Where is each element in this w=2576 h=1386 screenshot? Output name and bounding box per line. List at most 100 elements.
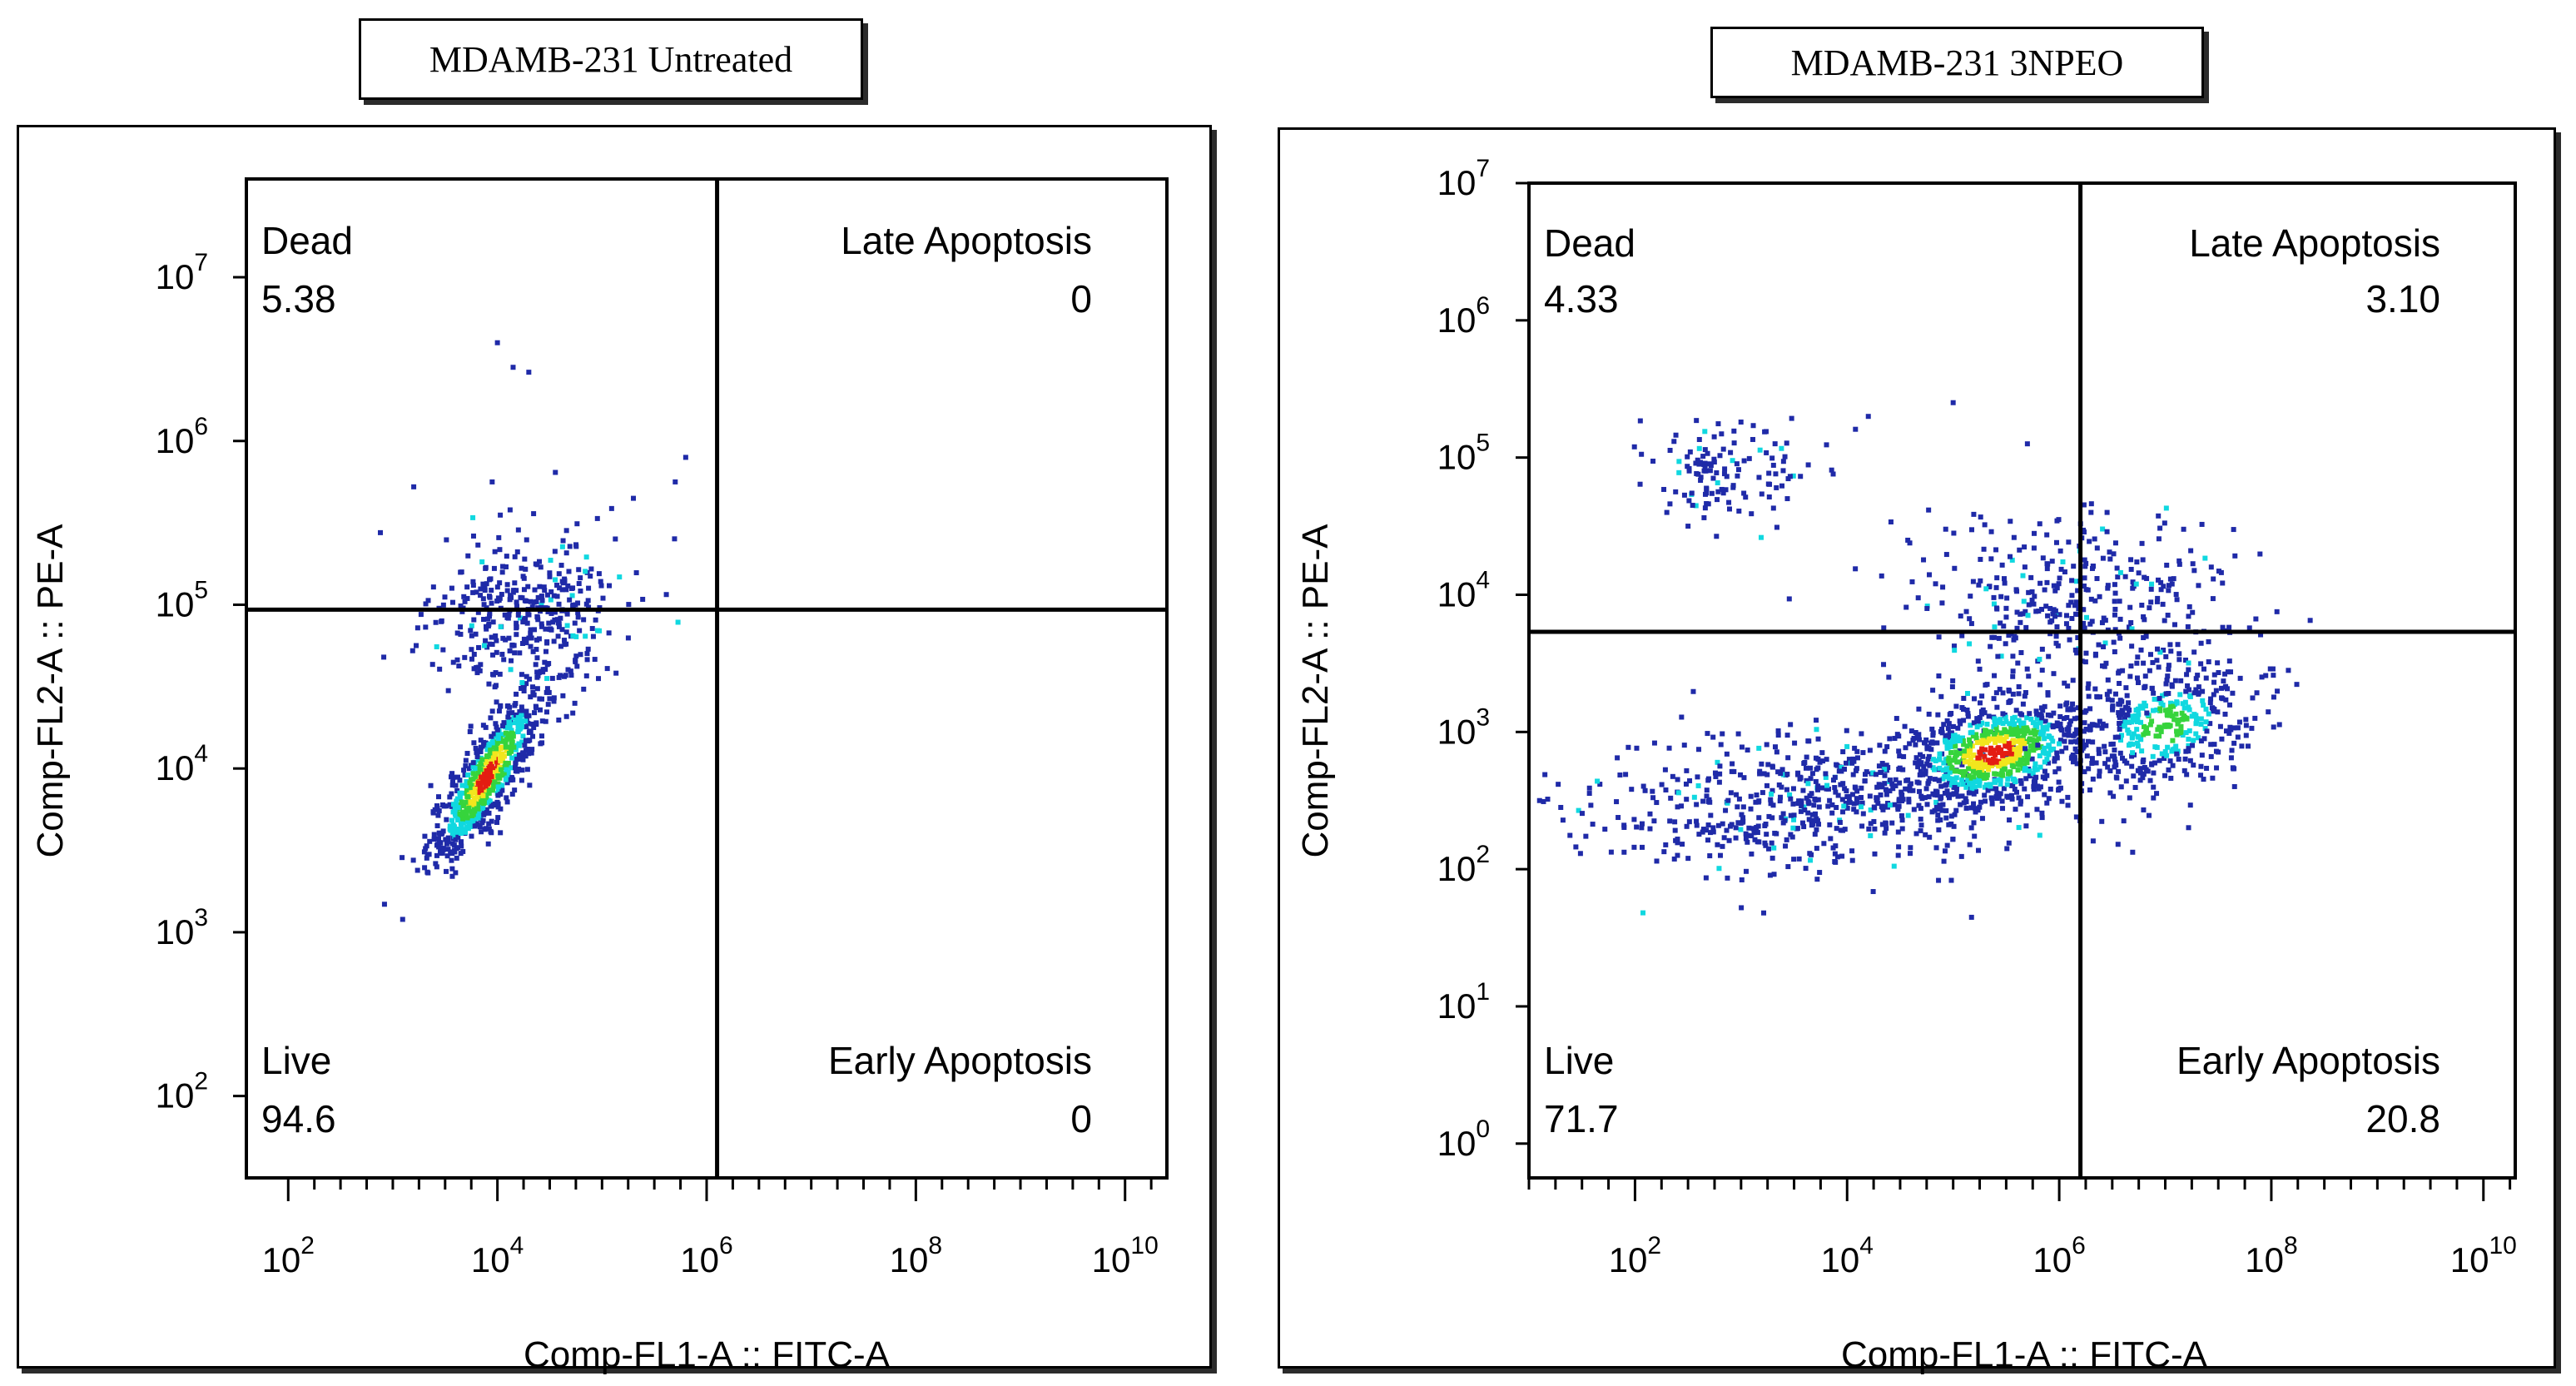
scatter-point bbox=[514, 549, 520, 554]
scatter-point bbox=[497, 775, 503, 781]
scatter-point bbox=[2102, 663, 2107, 669]
scatter-point bbox=[510, 720, 516, 726]
scatter-point bbox=[1948, 877, 1954, 883]
scatter-point bbox=[1775, 728, 1781, 733]
scatter-point bbox=[2107, 790, 2113, 796]
scatter-point bbox=[2082, 575, 2087, 581]
scatter-point bbox=[1992, 731, 1998, 737]
scatter-point bbox=[525, 720, 531, 726]
scatter-point bbox=[2057, 713, 2063, 719]
scatter-point bbox=[458, 839, 464, 845]
scatter-point bbox=[2080, 745, 2086, 751]
scatter-point bbox=[464, 778, 469, 784]
scatter-point bbox=[2066, 539, 2072, 545]
scatter-point bbox=[465, 818, 471, 824]
y-tick-label: 106 bbox=[156, 413, 208, 460]
scatter-point bbox=[2228, 727, 2234, 733]
scatter-point bbox=[1787, 792, 1793, 797]
scatter-point bbox=[487, 761, 493, 767]
scatter-point bbox=[2147, 722, 2153, 728]
scatter-point bbox=[1918, 817, 1923, 822]
scatter-point bbox=[2005, 743, 2011, 749]
scatter-point bbox=[2062, 732, 2067, 738]
scatter-point bbox=[1815, 797, 1821, 802]
scatter-point bbox=[2176, 718, 2181, 724]
scatter-point bbox=[1875, 801, 1881, 807]
scatter-point bbox=[556, 571, 562, 577]
scatter-point bbox=[2008, 554, 2013, 559]
scatter-point bbox=[1767, 872, 1773, 878]
scatter-point bbox=[2069, 615, 2075, 621]
scatter-point bbox=[1979, 816, 1985, 822]
scatter-point bbox=[1998, 653, 2004, 659]
scatter-point bbox=[459, 790, 465, 796]
left-panel-title: MDAMB-231 Untreated bbox=[359, 18, 863, 100]
scatter-point bbox=[555, 633, 561, 639]
scatter-point bbox=[1749, 511, 1755, 517]
scatter-point bbox=[560, 580, 566, 586]
scatter-point bbox=[2026, 602, 2032, 608]
scatter-point bbox=[1724, 827, 1730, 833]
scatter-point bbox=[494, 819, 500, 825]
scatter-point bbox=[1770, 802, 1776, 808]
scatter-point bbox=[1759, 761, 1764, 767]
y-tick-label: 104 bbox=[1437, 566, 1490, 614]
scatter-point bbox=[1923, 786, 1929, 792]
scatter-point bbox=[2148, 586, 2154, 592]
scatter-point bbox=[498, 767, 504, 772]
scatter-point bbox=[439, 802, 445, 807]
y-tick-label: 107 bbox=[156, 249, 208, 296]
scatter-point bbox=[2235, 725, 2241, 731]
scatter-point bbox=[2151, 784, 2157, 790]
scatter-point bbox=[1894, 716, 1899, 722]
scatter-point bbox=[2003, 605, 2009, 611]
scatter-point bbox=[2016, 825, 2022, 831]
scatter-point bbox=[462, 654, 468, 660]
scatter-point bbox=[524, 748, 529, 753]
scatter-point bbox=[2171, 622, 2177, 628]
scatter-point bbox=[568, 668, 573, 674]
scatter-point bbox=[2021, 599, 2027, 604]
scatter-point bbox=[1755, 830, 1760, 836]
scatter-point bbox=[1967, 842, 1973, 847]
scatter-point bbox=[2043, 604, 2049, 609]
scatter-point bbox=[1999, 768, 2005, 774]
scatter-point bbox=[464, 824, 470, 830]
scatter-point bbox=[598, 583, 604, 589]
scatter-point bbox=[1967, 616, 1973, 622]
scatter-point bbox=[1812, 796, 1818, 802]
scatter-point bbox=[1819, 785, 1825, 791]
scatter-point bbox=[474, 821, 479, 827]
scatter-point bbox=[2228, 755, 2234, 761]
scatter-point bbox=[2014, 609, 2020, 615]
scatter-point bbox=[1780, 468, 1786, 474]
scatter-point bbox=[2214, 765, 2220, 771]
scatter-point bbox=[1837, 819, 1843, 825]
scatter-point bbox=[432, 807, 438, 812]
quadrant-label-early-apoptosis: Early Apoptosis bbox=[2176, 1039, 2440, 1082]
scatter-point bbox=[1780, 811, 1786, 817]
scatter-point bbox=[1975, 766, 1981, 772]
scatter-point bbox=[2186, 660, 2191, 666]
scatter-point bbox=[543, 648, 548, 654]
scatter-point bbox=[2072, 716, 2077, 722]
scatter-point bbox=[1698, 474, 1704, 480]
scatter-point bbox=[492, 751, 498, 757]
scatter-point bbox=[1969, 527, 1975, 533]
scatter-point bbox=[531, 511, 537, 517]
scatter-point bbox=[422, 833, 428, 839]
scatter-point bbox=[1756, 474, 1762, 480]
scatter-point bbox=[2176, 558, 2182, 564]
scatter-point bbox=[1769, 840, 1774, 846]
scatter-point bbox=[562, 638, 568, 643]
scatter-point bbox=[436, 836, 442, 842]
scatter-point bbox=[2035, 743, 2041, 748]
scatter-point bbox=[1851, 758, 1857, 764]
scatter-point bbox=[517, 615, 523, 621]
scatter-point bbox=[511, 715, 517, 721]
scatter-point bbox=[1926, 745, 1932, 751]
scatter-point bbox=[2033, 729, 2039, 735]
scatter-point bbox=[588, 566, 594, 572]
scatter-point bbox=[1963, 796, 1968, 802]
scatter-point bbox=[2015, 733, 2021, 739]
